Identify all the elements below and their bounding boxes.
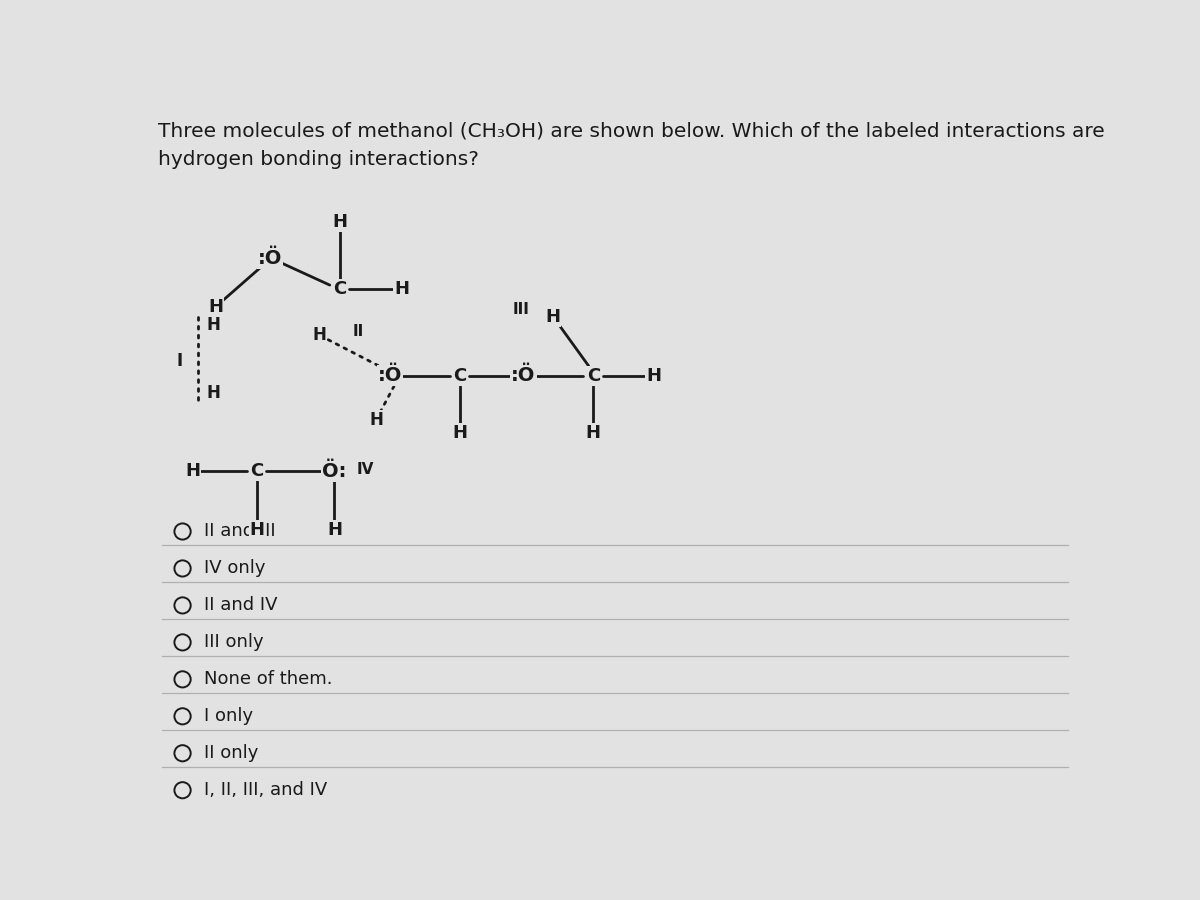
Text: H: H xyxy=(332,213,347,231)
Text: I only: I only xyxy=(204,707,253,725)
Text: H: H xyxy=(512,367,528,385)
Text: H: H xyxy=(185,463,200,481)
Text: :Ö: :Ö xyxy=(511,366,535,385)
Text: H: H xyxy=(250,521,264,539)
Text: H: H xyxy=(206,316,221,334)
Text: IV only: IV only xyxy=(204,560,265,578)
Text: Ö:: Ö: xyxy=(323,462,347,481)
Text: Three molecules of methanol (CH₃OH) are shown below. Which of the labeled intera: Three molecules of methanol (CH₃OH) are … xyxy=(157,122,1104,141)
Text: H: H xyxy=(326,521,342,539)
Text: H: H xyxy=(312,326,326,344)
Text: C: C xyxy=(334,280,347,298)
Text: C: C xyxy=(454,367,467,385)
Text: H: H xyxy=(206,384,221,402)
Text: II: II xyxy=(353,324,365,338)
Text: IV: IV xyxy=(356,463,373,477)
Text: hydrogen bonding interactions?: hydrogen bonding interactions? xyxy=(157,150,479,169)
Text: H: H xyxy=(370,410,383,428)
Text: H: H xyxy=(586,424,601,442)
Text: H: H xyxy=(647,367,661,385)
Text: C: C xyxy=(251,463,264,481)
Text: C: C xyxy=(587,367,600,385)
Text: II only: II only xyxy=(204,744,259,762)
Text: I, II, III, and IV: I, II, III, and IV xyxy=(204,781,328,799)
Text: II and IV: II and IV xyxy=(204,597,277,615)
Text: :Ö: :Ö xyxy=(378,366,402,385)
Text: H: H xyxy=(452,424,468,442)
Text: III: III xyxy=(512,302,529,317)
Text: H: H xyxy=(546,309,560,327)
Text: H: H xyxy=(209,298,223,316)
Text: II and III: II and III xyxy=(204,523,276,541)
Text: H: H xyxy=(395,280,409,298)
Text: I: I xyxy=(176,352,182,370)
Text: III only: III only xyxy=(204,634,264,652)
Text: :Ö: :Ö xyxy=(258,248,282,267)
Text: None of them.: None of them. xyxy=(204,670,332,688)
